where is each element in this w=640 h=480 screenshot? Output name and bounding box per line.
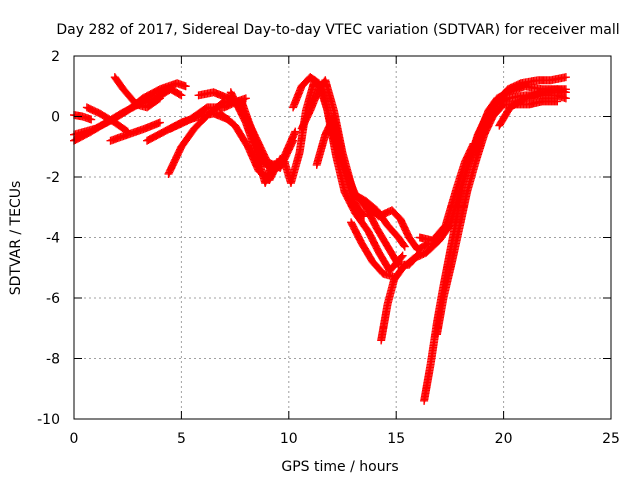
x-tick-label: 25 — [602, 431, 620, 447]
series-track-6 — [106, 118, 164, 145]
y-tick-label: -6 — [46, 291, 60, 307]
data-point — [398, 251, 407, 260]
data-points — [70, 73, 570, 405]
data-point — [561, 73, 570, 82]
y-axis-label: SDTVAR / TECUs — [8, 181, 24, 296]
data-point — [561, 94, 570, 103]
data-point — [176, 90, 185, 99]
y-tick-label: -2 — [46, 170, 60, 186]
series-track-4 — [82, 103, 132, 136]
x-axis-label: GPS time / hours — [281, 459, 398, 475]
data-point — [561, 85, 570, 94]
data-point — [181, 82, 190, 91]
y-tick-label: -4 — [46, 231, 60, 247]
x-tick-label: 10 — [280, 431, 298, 447]
data-point — [359, 211, 368, 220]
data-point — [399, 241, 408, 250]
y-tick-label: -10 — [37, 412, 60, 428]
series-track-21 — [433, 97, 562, 339]
chart-title: Day 282 of 2017, Sidereal Day-to-day VTE… — [56, 22, 619, 38]
data-point — [177, 91, 186, 100]
data-point — [154, 95, 163, 104]
data-point — [241, 94, 250, 103]
data-point — [291, 127, 300, 136]
data-point — [289, 136, 298, 145]
y-tick-label: 0 — [51, 110, 60, 126]
data-point — [397, 252, 406, 261]
x-tick-label: 15 — [387, 431, 405, 447]
series-track-23 — [495, 85, 570, 130]
data-point — [87, 115, 96, 124]
series-track-15 — [312, 112, 409, 251]
axis-ticks: 0 5 10 15 20 25 -10 -8 -6 -4 -2 0 2 — [37, 49, 620, 447]
x-tick-label: 5 — [177, 431, 186, 447]
y-tick-label: -8 — [46, 352, 60, 368]
series-track-16 — [347, 218, 399, 281]
y-tick-label: 2 — [51, 49, 60, 65]
data-point — [155, 118, 164, 127]
data-point — [155, 94, 164, 103]
x-tick-label: 20 — [495, 431, 513, 447]
x-tick-label: 0 — [70, 431, 79, 447]
series-track-13 — [289, 73, 407, 275]
data-point — [400, 242, 409, 251]
series-track-17 — [364, 203, 433, 254]
series-track-5 — [110, 73, 164, 112]
